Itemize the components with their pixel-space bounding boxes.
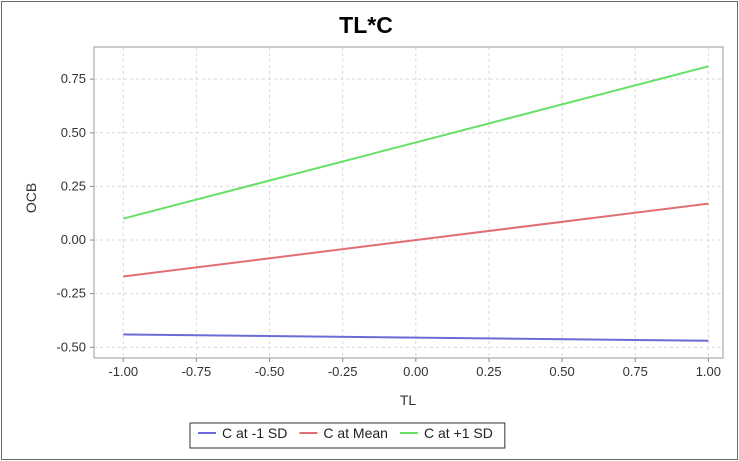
series-group — [123, 65, 709, 342]
x-tick-label: 0.00 — [403, 364, 428, 379]
legend-label: C at -1 SD — [222, 425, 287, 441]
legend: C at -1 SD C at Mean C at +1 SD — [189, 422, 506, 449]
y-tick-label: -0.50 — [56, 339, 86, 354]
y-tick-label: 0.75 — [61, 71, 86, 86]
y-tick-label: 0.00 — [61, 232, 86, 247]
x-tick-label: -0.25 — [328, 364, 358, 379]
series-line — [123, 333, 709, 342]
series-line — [123, 65, 709, 220]
x-tick-label: -0.75 — [182, 364, 212, 379]
x-tick-label: 0.25 — [476, 364, 501, 379]
legend-label: C at Mean — [323, 425, 388, 441]
x-tick-label: -0.50 — [255, 364, 285, 379]
y-tick-label: -0.25 — [56, 286, 86, 301]
x-tick-label: 1.00 — [696, 364, 721, 379]
legend-label: C at +1 SD — [424, 425, 493, 441]
x-tick-label: 0.75 — [623, 364, 648, 379]
y-tick-label: 0.50 — [61, 125, 86, 140]
y-axis-label: OCB — [23, 183, 39, 213]
y-tick-label: 0.25 — [61, 178, 86, 193]
x-tick-label: 0.50 — [549, 364, 574, 379]
x-axis: -1.00 -0.75 -0.50 -0.25 0.00 0.25 0.50 0.75 1.00 — [108, 358, 721, 379]
grid — [94, 47, 723, 358]
plot-area — [93, 46, 724, 359]
chart-title: TL*C — [339, 12, 393, 38]
series-line — [123, 202, 709, 278]
x-axis-label: TL — [400, 392, 417, 408]
legend-box — [189, 422, 506, 449]
x-tick-label: -1.00 — [108, 364, 138, 379]
y-axis: -0.50 -0.25 0.00 0.25 0.50 0.75 — [56, 71, 94, 354]
